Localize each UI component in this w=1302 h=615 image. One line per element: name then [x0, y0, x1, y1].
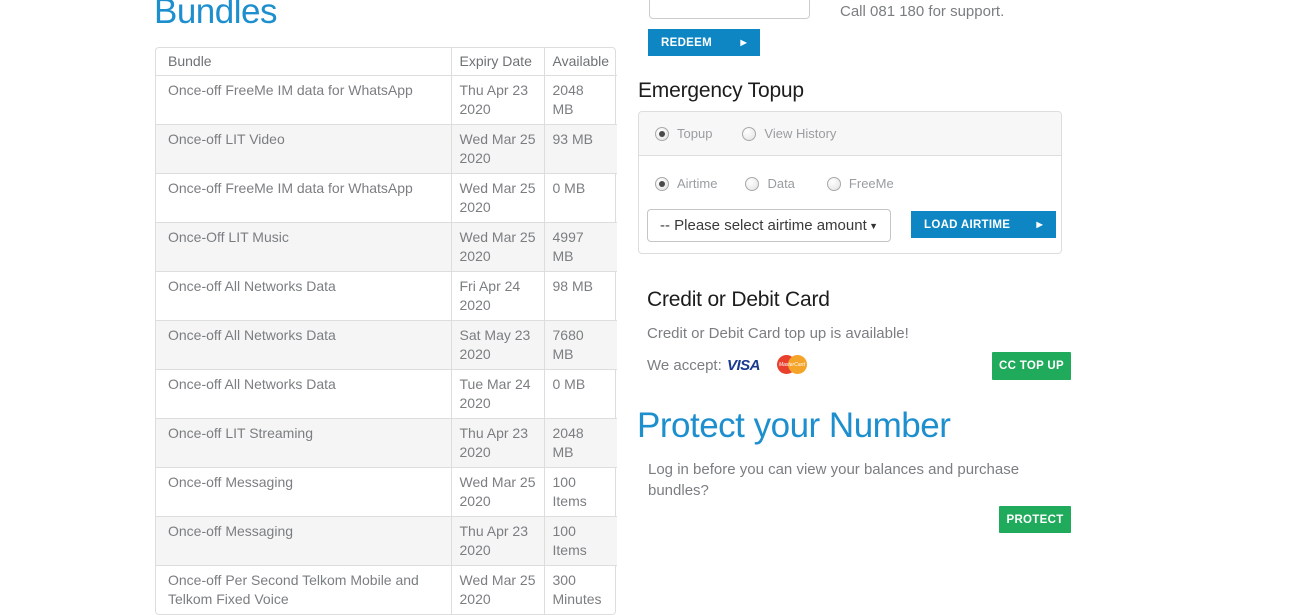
- bundle-available: 98 MB: [543, 271, 617, 321]
- protect-button[interactable]: PROTECT: [999, 506, 1071, 533]
- bundle-expiry: Wed Mar 25 2020: [450, 222, 544, 272]
- radio-button-data[interactable]: [745, 176, 760, 191]
- bundles-table: Bundle Expiry Date Available Once-off Fr…: [155, 47, 617, 615]
- bundle-name: Once-off LIT Streaming: [156, 418, 451, 468]
- arrow-right-icon: ▶: [1036, 219, 1043, 229]
- bundle-expiry: Wed Mar 25 2020: [450, 124, 544, 174]
- table-row: Once-off All Networks Data Fri Apr 24 20…: [156, 271, 617, 321]
- bundle-expiry: Tue Mar 24 2020: [450, 369, 544, 419]
- bundle-expiry: Wed Mar 25 2020: [450, 467, 544, 517]
- table-row: Once-off All Networks Data Sat May 23 20…: [156, 320, 617, 370]
- radio-label: FreeMe: [848, 176, 894, 191]
- bundle-expiry: Wed Mar 25 2020: [450, 173, 544, 223]
- bundle-expiry: Thu Apr 23 2020: [450, 418, 544, 468]
- bundle-name: Once-off FreeMe IM data for WhatsApp: [156, 173, 451, 223]
- table-header-row: Bundle Expiry Date Available: [156, 48, 617, 76]
- load-airtime-button[interactable]: LOAD AIRTIME ▶: [911, 211, 1056, 238]
- bundle-name: Once-off All Networks Data: [156, 369, 451, 419]
- select-value: -- Please select airtime amount: [660, 217, 867, 234]
- redeem-button[interactable]: REDEEM ▶: [648, 29, 760, 56]
- topup-mode-row: Topup View History: [639, 112, 1061, 156]
- bundle-available: 0 MB: [543, 173, 617, 223]
- bundle-expiry: Thu Apr 23 2020: [450, 516, 544, 566]
- bundle-available: 2048 MB: [543, 418, 617, 468]
- topup-type-row: Airtime Data FreeMe: [655, 176, 894, 191]
- column-header-available: Available: [543, 48, 617, 76]
- radio-option-freeme[interactable]: FreeMe: [826, 176, 894, 191]
- bundle-available: 93 MB: [543, 124, 617, 174]
- table-row: Once-off Messaging Wed Mar 25 2020 100 I…: [156, 467, 617, 517]
- bundle-expiry: Sat May 23 2020: [450, 320, 544, 370]
- bundle-name: Once-off All Networks Data: [156, 271, 451, 321]
- bundle-available: 4997 MB: [543, 222, 617, 272]
- bundle-name: Once-off All Networks Data: [156, 320, 451, 370]
- bundle-name: Once-off Messaging: [156, 516, 451, 566]
- mastercard-orange-circle: [788, 355, 807, 374]
- radio-button-airtime[interactable]: [655, 176, 669, 191]
- emergency-topup-title: Emergency Topup: [638, 79, 804, 102]
- table-row: Once-off Messaging Thu Apr 23 2020 100 I…: [156, 516, 617, 566]
- table-row: Once-off FreeMe IM data for WhatsApp Wed…: [156, 173, 617, 223]
- bundle-name: Once-off LIT Video: [156, 124, 451, 174]
- support-text: Call 081 180 for support.: [840, 3, 1005, 20]
- bundle-available: 7680 MB: [543, 320, 617, 370]
- radio-label: Topup: [677, 126, 713, 141]
- protect-title: Protect your Number: [637, 406, 951, 445]
- radio-option-data[interactable]: Data: [745, 176, 795, 191]
- table-row: Once-off All Networks Data Tue Mar 24 20…: [156, 369, 617, 419]
- radio-option-view-history[interactable]: View History: [742, 126, 836, 141]
- visa-icon: VISA: [727, 357, 761, 374]
- protect-description: Log in before you can view your balances…: [648, 461, 1020, 499]
- load-airtime-label: LOAD AIRTIME: [924, 218, 1011, 231]
- chevron-down-icon: ▼: [869, 220, 878, 231]
- bundle-name: Once-off Per Second Telkom Mobile and Te…: [156, 565, 451, 614]
- radio-label: Data: [767, 176, 795, 191]
- column-header-bundle: Bundle: [168, 53, 212, 69]
- radio-button-freeme[interactable]: [826, 176, 841, 191]
- bundles-title: Bundles: [154, 0, 277, 31]
- radio-button-view-history[interactable]: [742, 126, 757, 141]
- bundle-expiry: Wed Mar 25 2020: [450, 565, 544, 614]
- credit-card-subtitle: Credit or Debit Card top up is available…: [647, 325, 909, 342]
- bundle-name: Once-off FreeMe IM data for WhatsApp: [156, 75, 451, 125]
- bundle-expiry: Fri Apr 24 2020: [450, 271, 544, 321]
- radio-option-airtime[interactable]: Airtime: [655, 176, 717, 191]
- radio-option-topup[interactable]: Topup: [655, 126, 712, 141]
- we-accept-label: We accept:: [647, 357, 722, 374]
- bundle-available: 100 Items: [543, 467, 617, 517]
- credit-card-title: Credit or Debit Card: [647, 288, 830, 311]
- bundle-name: Once-Off LIT Music: [156, 222, 451, 272]
- radio-button-topup[interactable]: [655, 126, 669, 141]
- redeem-button-label: REDEEM: [661, 36, 713, 49]
- table-row: Once-Off LIT Music Wed Mar 25 2020 4997 …: [156, 222, 617, 272]
- cc-top-up-button[interactable]: CC TOP UP: [992, 352, 1071, 380]
- radio-label: Airtime: [677, 176, 718, 191]
- bundle-available: 300 Minutes: [543, 565, 617, 614]
- table-row: Once-off FreeMe IM data for WhatsApp Thu…: [156, 75, 617, 125]
- table-row: Once-off LIT Streaming Thu Apr 23 2020 2…: [156, 418, 617, 468]
- radio-label: View History: [764, 126, 837, 141]
- mastercard-icon: MasterCard: [777, 355, 807, 374]
- bundle-name: Once-off Messaging: [156, 467, 451, 517]
- airtime-amount-select[interactable]: -- Please select airtime amount ▼: [647, 209, 891, 242]
- redeem-code-input[interactable]: [649, 0, 810, 19]
- table-row: Once-off Per Second Telkom Mobile and Te…: [156, 565, 617, 614]
- table-row: Once-off LIT Video Wed Mar 25 2020 93 MB: [156, 124, 617, 174]
- bundle-expiry: Thu Apr 23 2020: [450, 75, 544, 125]
- emergency-topup-panel: Topup View History Airtime Data FreeMe -…: [638, 111, 1062, 254]
- arrow-right-icon: ▶: [740, 37, 747, 47]
- bundle-available: 100 Items: [543, 516, 617, 566]
- column-header-expiry: Expiry Date: [450, 48, 544, 76]
- mastercard-label: MasterCard: [778, 362, 806, 368]
- bundle-available: 2048 MB: [543, 75, 617, 125]
- bundle-available: 0 MB: [543, 369, 617, 419]
